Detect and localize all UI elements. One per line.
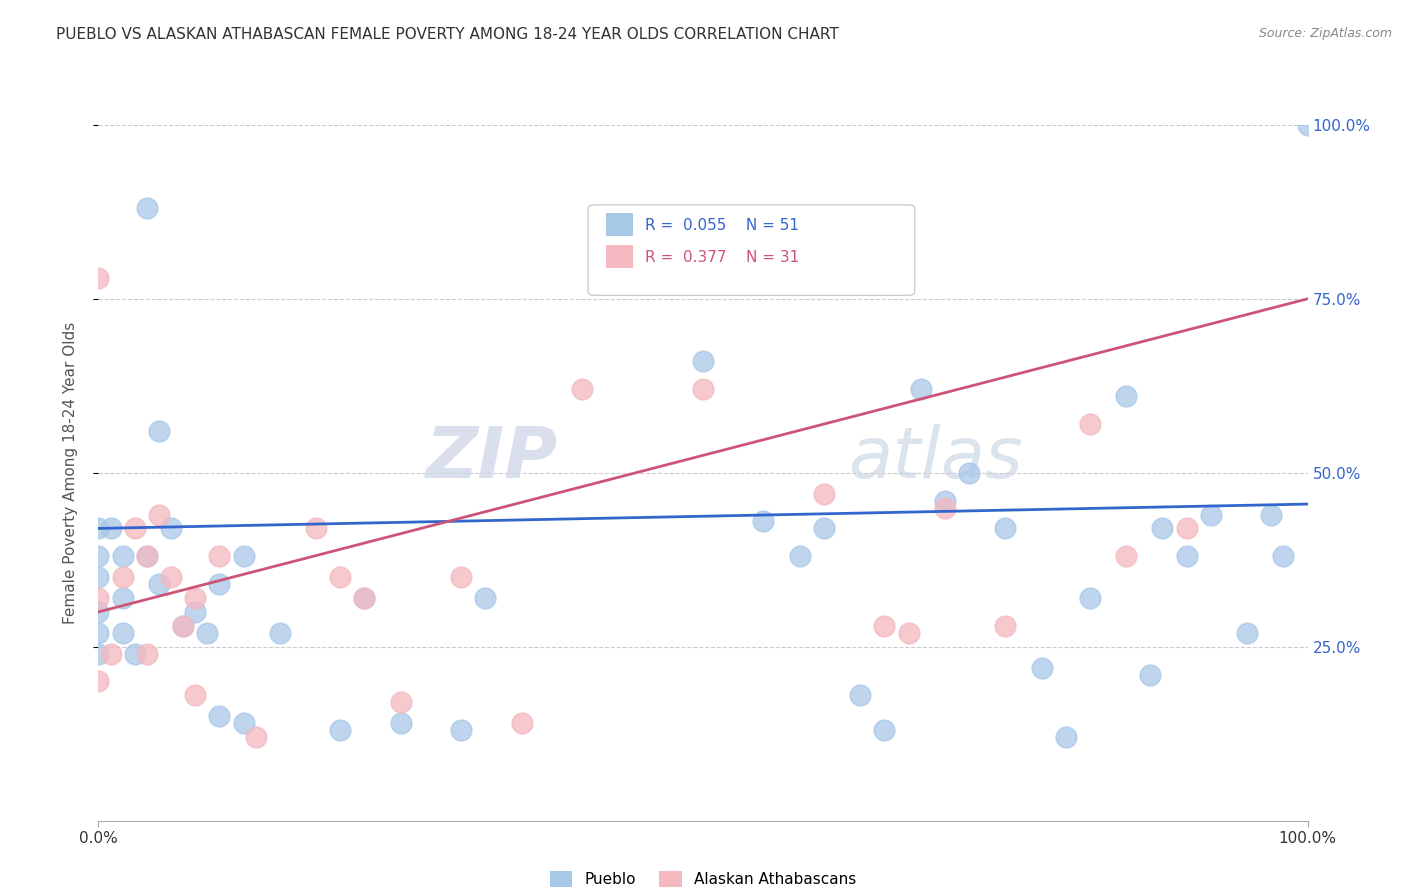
Point — [208, 577, 231, 591]
Legend: Pueblo, Alaskan Athabascans: Pueblo, Alaskan Athabascans — [543, 865, 863, 892]
Point — [111, 549, 134, 564]
Point — [692, 354, 714, 368]
Point — [873, 723, 896, 738]
Point — [232, 716, 254, 731]
Point — [160, 521, 183, 535]
Point — [1054, 730, 1077, 744]
Point — [111, 570, 134, 584]
Point — [135, 202, 157, 216]
Point — [329, 570, 352, 584]
Text: Source: ZipAtlas.com: Source: ZipAtlas.com — [1258, 27, 1392, 40]
Point — [1115, 549, 1137, 564]
Point — [1139, 667, 1161, 681]
Point — [934, 493, 956, 508]
Point — [1236, 625, 1258, 640]
Point — [510, 716, 533, 731]
Point — [87, 625, 110, 640]
Point — [1272, 549, 1295, 564]
Point — [692, 382, 714, 396]
Point — [474, 591, 496, 605]
Point — [208, 709, 231, 723]
Point — [184, 689, 207, 703]
Point — [124, 647, 146, 661]
Point — [100, 647, 122, 661]
Point — [87, 647, 110, 661]
Point — [87, 605, 110, 619]
Point — [195, 625, 218, 640]
Point — [994, 521, 1017, 535]
Point — [789, 549, 811, 564]
FancyBboxPatch shape — [606, 244, 633, 268]
Point — [135, 647, 157, 661]
Point — [813, 486, 835, 500]
Point — [934, 500, 956, 515]
Point — [1115, 389, 1137, 403]
Point — [305, 521, 328, 535]
Point — [208, 549, 231, 564]
Point — [172, 619, 194, 633]
Point — [910, 382, 932, 396]
Text: atlas: atlas — [848, 425, 1022, 493]
Point — [1296, 118, 1319, 132]
Point — [111, 591, 134, 605]
Point — [148, 424, 170, 438]
Point — [184, 605, 207, 619]
Point — [389, 695, 412, 709]
Point — [148, 577, 170, 591]
Text: R =  0.377    N = 31: R = 0.377 N = 31 — [645, 250, 799, 265]
Point — [87, 674, 110, 689]
Point — [994, 619, 1017, 633]
Point — [389, 716, 412, 731]
Point — [571, 382, 593, 396]
Point — [111, 625, 134, 640]
Point — [269, 625, 291, 640]
FancyBboxPatch shape — [588, 205, 915, 295]
Point — [160, 570, 183, 584]
Point — [87, 521, 110, 535]
Point — [1175, 521, 1198, 535]
Point — [957, 466, 980, 480]
Point — [135, 549, 157, 564]
Point — [329, 723, 352, 738]
Point — [232, 549, 254, 564]
Point — [813, 521, 835, 535]
Point — [353, 591, 375, 605]
Text: ZIP: ZIP — [426, 425, 558, 493]
Point — [172, 619, 194, 633]
Point — [849, 689, 872, 703]
Point — [87, 570, 110, 584]
Point — [245, 730, 267, 744]
Y-axis label: Female Poverty Among 18-24 Year Olds: Female Poverty Among 18-24 Year Olds — [63, 322, 77, 624]
Point — [1175, 549, 1198, 564]
Point — [184, 591, 207, 605]
Point — [87, 271, 110, 285]
Point — [1152, 521, 1174, 535]
Point — [148, 508, 170, 522]
Point — [1260, 508, 1282, 522]
Text: PUEBLO VS ALASKAN ATHABASCAN FEMALE POVERTY AMONG 18-24 YEAR OLDS CORRELATION CH: PUEBLO VS ALASKAN ATHABASCAN FEMALE POVE… — [56, 27, 839, 42]
Point — [1078, 417, 1101, 431]
Point — [752, 515, 775, 529]
Point — [1031, 660, 1053, 674]
Point — [87, 591, 110, 605]
FancyBboxPatch shape — [606, 213, 633, 236]
Point — [1078, 591, 1101, 605]
Point — [87, 549, 110, 564]
Text: R =  0.055    N = 51: R = 0.055 N = 51 — [645, 219, 799, 234]
Point — [450, 570, 472, 584]
Point — [873, 619, 896, 633]
Point — [1199, 508, 1222, 522]
Point — [353, 591, 375, 605]
Point — [897, 625, 920, 640]
Point — [100, 521, 122, 535]
Point — [450, 723, 472, 738]
Point — [135, 549, 157, 564]
Point — [124, 521, 146, 535]
